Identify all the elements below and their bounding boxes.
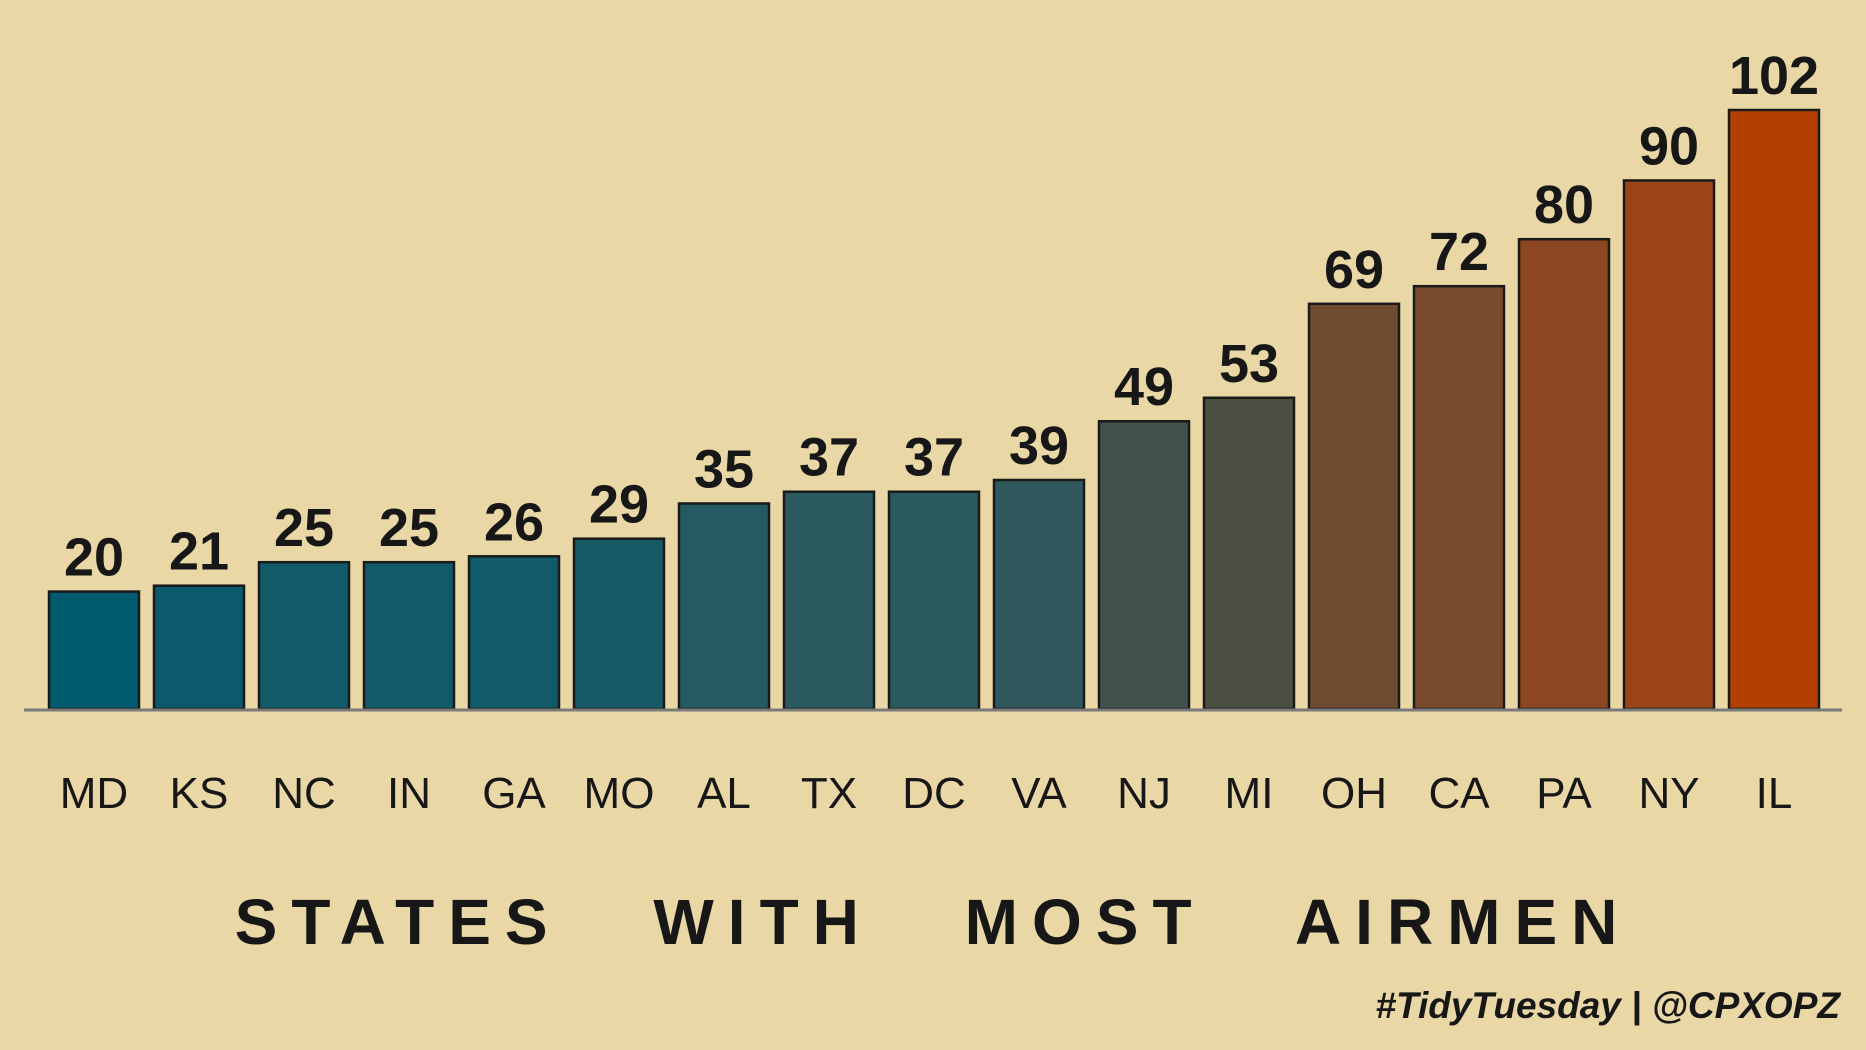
x-tick-labels-group: MD KS NC IN GA MO AL TX DC VA NJ MI OH CA PA NY IL bbox=[60, 769, 1793, 818]
value-label-ca: 72 bbox=[1429, 222, 1489, 282]
x-tick-label-ca: CA bbox=[1428, 769, 1490, 818]
x-tick-label-va: VA bbox=[1011, 769, 1067, 818]
bar-va bbox=[992, 478, 1086, 711]
x-tick-label-ny: NY bbox=[1638, 769, 1699, 818]
bar-dc bbox=[887, 490, 981, 711]
value-label-tx: 37 bbox=[799, 428, 859, 488]
value-label-md: 20 bbox=[64, 528, 124, 588]
bar-il bbox=[1727, 108, 1821, 711]
x-tick-label-ks: KS bbox=[170, 769, 229, 818]
value-label-dc: 37 bbox=[904, 428, 964, 488]
value-label-il: 102 bbox=[1729, 46, 1819, 106]
bar-tx bbox=[782, 490, 876, 711]
x-tick-label-ga: GA bbox=[482, 769, 546, 818]
x-tick-label-al: AL bbox=[697, 769, 751, 818]
bar-mo bbox=[572, 537, 666, 711]
bar-ga bbox=[467, 555, 561, 711]
value-label-al: 35 bbox=[694, 439, 754, 499]
value-label-in: 25 bbox=[379, 498, 439, 558]
bars-group bbox=[47, 108, 1821, 711]
value-label-ks: 21 bbox=[169, 522, 229, 582]
x-tick-label-in: IN bbox=[387, 769, 431, 818]
value-label-nj: 49 bbox=[1114, 357, 1174, 417]
x-tick-label-tx: TX bbox=[801, 769, 857, 818]
x-tick-label-dc: DC bbox=[902, 769, 966, 818]
value-label-ga: 26 bbox=[484, 492, 544, 552]
x-tick-label-md: MD bbox=[60, 769, 128, 818]
x-tick-label-pa: PA bbox=[1536, 769, 1592, 818]
bar-pa bbox=[1517, 237, 1611, 711]
chart-title: STATES WITH MOST AIRMEN bbox=[234, 886, 1632, 958]
x-tick-label-nc: NC bbox=[272, 769, 336, 818]
x-tick-label-mo: MO bbox=[584, 769, 655, 818]
bar-ks bbox=[152, 584, 246, 711]
value-labels-group: 20 21 25 25 26 29 35 37 37 39 49 53 69 72 80 90 102 bbox=[64, 46, 1819, 588]
bar-ny bbox=[1622, 179, 1716, 711]
value-label-pa: 80 bbox=[1534, 175, 1594, 235]
bar-nj bbox=[1097, 419, 1191, 711]
bar-mi bbox=[1202, 396, 1296, 711]
x-tick-label-oh: OH bbox=[1321, 769, 1387, 818]
bar-md bbox=[47, 590, 141, 711]
caption: #TidyTuesday | @CPXOPZ bbox=[1375, 985, 1840, 1026]
x-tick-label-nj: NJ bbox=[1117, 769, 1171, 818]
x-tick-label-il: IL bbox=[1756, 769, 1793, 818]
bar-al bbox=[677, 502, 771, 711]
value-label-nc: 25 bbox=[274, 498, 334, 558]
bar-oh bbox=[1307, 302, 1401, 711]
x-tick-label-mi: MI bbox=[1225, 769, 1274, 818]
bar-in bbox=[362, 560, 456, 711]
value-label-mo: 29 bbox=[589, 475, 649, 535]
value-label-va: 39 bbox=[1009, 416, 1069, 476]
bar-ca bbox=[1412, 284, 1506, 711]
bar-nc bbox=[257, 560, 351, 711]
value-label-mi: 53 bbox=[1219, 334, 1279, 394]
value-label-oh: 69 bbox=[1324, 240, 1384, 300]
value-label-ny: 90 bbox=[1639, 116, 1699, 176]
